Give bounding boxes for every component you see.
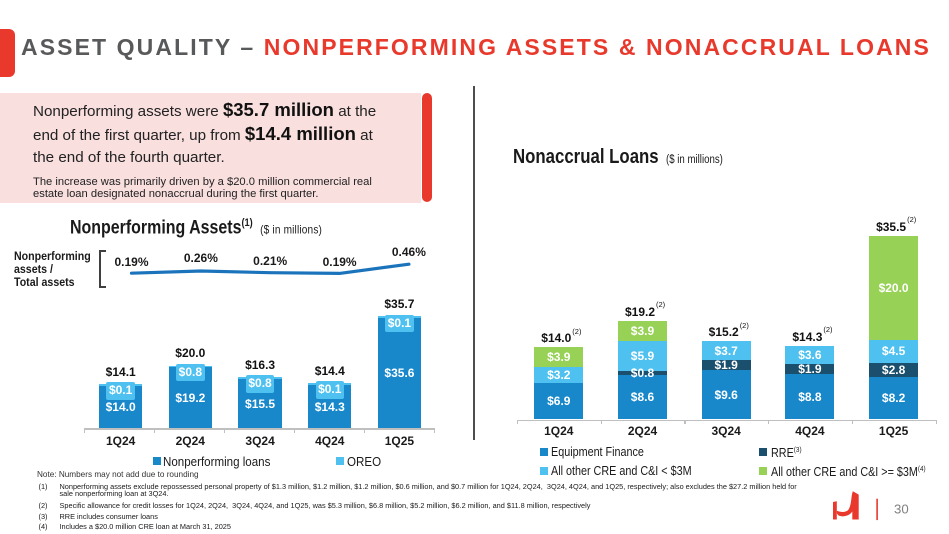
svg-text:30: 30 xyxy=(894,501,909,516)
